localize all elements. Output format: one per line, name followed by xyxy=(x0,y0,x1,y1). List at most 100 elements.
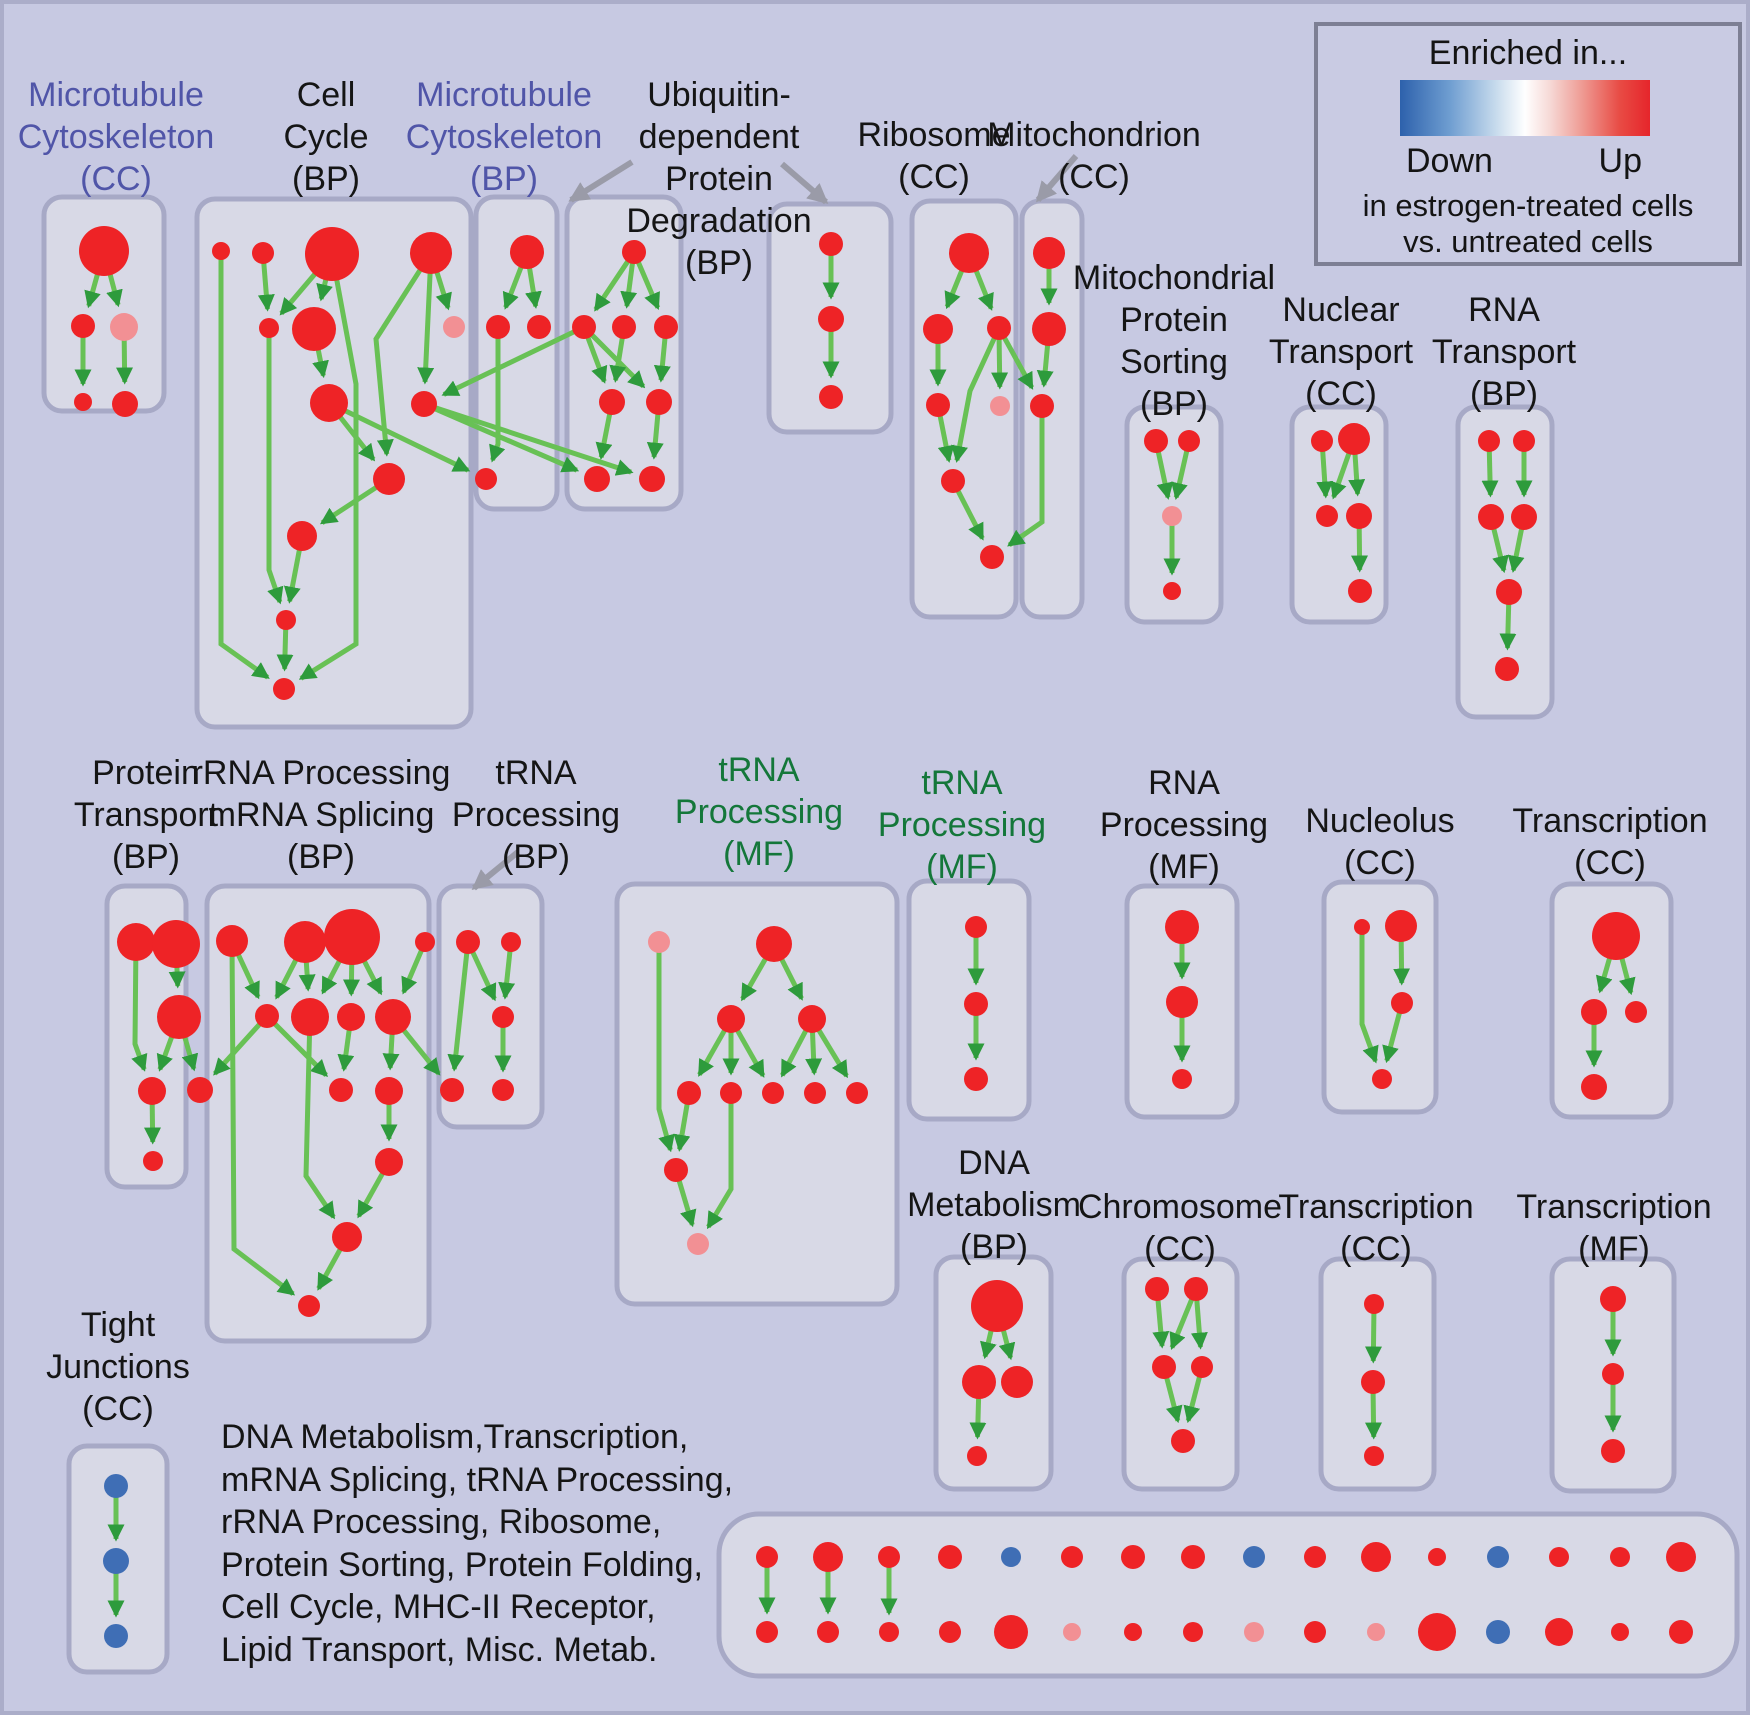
edge-rrna.r7-to-rrna.r9 xyxy=(337,1029,355,1072)
edge-cellcycle.n7-to-ubiq1.u7 xyxy=(434,406,580,473)
node-cellcycle-n3 xyxy=(410,232,452,274)
legend-title: Enriched in... xyxy=(1428,34,1628,72)
node-ubiq1-u1 xyxy=(622,240,646,264)
node-ubiq1-u5 xyxy=(599,389,625,415)
annotation-arrow-3 xyxy=(471,849,520,891)
edge-dnametab.d1-to-dnametab.d3 xyxy=(998,1329,1016,1361)
node-transmf-f3 xyxy=(1601,1439,1625,1463)
node-chromosome-c1 xyxy=(1145,1277,1169,1301)
edge-trnamf1.m10-to-trnamf1.m11 xyxy=(676,1179,697,1228)
node-dnametab-d4 xyxy=(967,1446,987,1466)
node-transmf-f1 xyxy=(1600,1286,1626,1312)
edge-prottrans.p3-to-prottrans.p5 xyxy=(181,1036,199,1072)
node-mito-mt3 xyxy=(1030,394,1054,418)
node-rnatrans-rt2 xyxy=(1513,430,1535,452)
edge-cellcycle.n1-to-cellcycle.n5 xyxy=(257,262,275,312)
node-prottrans-p6 xyxy=(143,1151,163,1171)
node-bw-b15 xyxy=(1669,1620,1693,1644)
node-mps-ms4 xyxy=(1163,582,1181,600)
edge-rrna.r5-to-rrna.r9 xyxy=(273,1022,329,1078)
node-nuctrans-nt4 xyxy=(1346,503,1372,529)
node-cellcycle-n1 xyxy=(252,242,274,264)
edge-trnamf1.m4-to-trnamf1.m9 xyxy=(816,1028,849,1079)
edge-cellcycle.n8-to-cellcycle.n9 xyxy=(338,415,376,462)
node-cellcycle-n4 xyxy=(443,316,465,338)
node-bw-t3 xyxy=(938,1545,962,1569)
node-ubiq1-u3 xyxy=(612,315,636,339)
node-prottrans-p1 xyxy=(117,923,155,961)
edge-transccmid.tc1-to-transccmid.tc2 xyxy=(1595,957,1613,994)
legend-subtitle-line2: vs. untreated cells xyxy=(1403,224,1653,259)
node-bw-b13 xyxy=(1545,1618,1573,1646)
edge-cellcycle.n2-to-cellcycle.n5 xyxy=(279,272,318,316)
edge-rnatrans.rt1-to-rnatrans.rt3 xyxy=(1481,450,1499,498)
node-cellcycle-n11 xyxy=(287,521,317,551)
node-trnamf2-s3 xyxy=(964,1067,988,1091)
node-mtcc-g2 xyxy=(71,314,95,338)
node-bw-b5 xyxy=(1063,1623,1081,1641)
node-bw-t1 xyxy=(813,1542,843,1572)
node-nuctrans-nt1 xyxy=(1311,430,1333,452)
cluster-box-ubiq1 xyxy=(564,194,684,512)
edge-rnatrans.rt5-to-rnatrans.rt6 xyxy=(1499,603,1517,651)
edge-mtbp.h1-to-mtbp.h3 xyxy=(525,267,542,309)
legend-subtitle-line1: in estrogen-treated cells xyxy=(1362,188,1694,223)
node-trnamf1-m10 xyxy=(664,1158,688,1182)
node-nuctrans-nt3 xyxy=(1316,505,1338,527)
cluster-box-mtcc xyxy=(41,194,167,414)
node-bw-t7 xyxy=(1181,1545,1205,1569)
node-rnaprocmf-q2 xyxy=(1166,986,1198,1018)
edge-cellcycle.n8-to-mtbp.h4 xyxy=(344,408,471,473)
node-rnaprocmf-q3 xyxy=(1172,1069,1192,1089)
node-nuctrans-nt5 xyxy=(1348,579,1372,603)
legend-gradient-bar xyxy=(1400,80,1650,136)
node-rrna-r13 xyxy=(298,1295,320,1317)
node-tightjunc-j3 xyxy=(104,1624,128,1648)
edge-chromosome.c1-to-chromosome.c3 xyxy=(1152,1299,1170,1349)
annotation-arrow-0 xyxy=(568,159,634,203)
edge-ubiq1.u4-to-ubiq1.u6 xyxy=(653,337,671,383)
node-ubiq1-u2 xyxy=(572,315,596,339)
edge-cellcycle.n0-to-cellcycle.nb xyxy=(218,259,270,680)
edge-ribosome.rb6-to-ribosome.rb7 xyxy=(955,489,985,541)
edge-rnatrans.rt4-to-rnatrans.rt5 xyxy=(1507,528,1525,573)
edge-rrna.r6-to-rrna.r12 xyxy=(303,1034,336,1220)
node-ribosome-rb6 xyxy=(941,469,965,493)
node-bw-b0 xyxy=(756,1621,778,1643)
node-rrna-r4 xyxy=(415,932,435,952)
node-ubiq1-u4 xyxy=(654,315,678,339)
edge-rrna.r8-to-rrna.r10 xyxy=(382,1033,400,1071)
node-rnatrans-rt5 xyxy=(1496,579,1522,605)
node-cellcycle-n2 xyxy=(305,227,359,281)
node-bw-t5 xyxy=(1061,1546,1083,1568)
node-mtbp-h1 xyxy=(510,235,544,269)
edge-cellcycle.n3-to-cellcycle.n7 xyxy=(417,272,435,385)
edge-nucleolus.nu2-to-nucleolus.nu3 xyxy=(1393,940,1411,986)
node-mtcc-g5 xyxy=(112,391,138,417)
edge-chromosome.c4-to-chromosome.c5 xyxy=(1183,1376,1202,1424)
node-rrna-r6 xyxy=(291,998,329,1036)
node-prottrans-p2 xyxy=(152,920,200,968)
edge-rrna.r5-to-prottrans.p5 xyxy=(212,1022,262,1076)
edge-ribosome.rb3-to-ribosome.rb5 xyxy=(991,338,1009,390)
node-rrna-r1 xyxy=(216,925,248,957)
edge-ubiq1.u2-to-ubiq1.u5 xyxy=(585,336,608,384)
node-mtbp-h3 xyxy=(527,315,551,339)
node-rrna-r12 xyxy=(332,1222,362,1252)
edge-trnamf1.m6-to-trnamf1.m11 xyxy=(706,1103,734,1230)
node-mito-mt2 xyxy=(1032,312,1066,346)
node-bw-b8 xyxy=(1244,1622,1264,1642)
node-trnamf1-m9 xyxy=(846,1082,868,1104)
edge-prottrans.p4-to-prottrans.p6 xyxy=(144,1103,162,1145)
edge-ubiq1.u2-to-cellcycle.n7 xyxy=(441,329,576,397)
node-bw-b2 xyxy=(879,1622,899,1642)
node-bw-t13 xyxy=(1549,1547,1569,1567)
edge-rrna.r1-to-rrna.r5 xyxy=(236,953,261,1000)
edge-trnabp.t2-to-trnabp.t3 xyxy=(498,950,516,1000)
edge-mtbp.h2-to-mtbp.h4 xyxy=(489,338,506,463)
node-mtcc-g4 xyxy=(74,393,92,411)
edge-rrna.r8-to-trnabp.t4 xyxy=(401,1028,441,1076)
edge-ubiq1.u1-to-ubiq1.u2 xyxy=(593,259,630,312)
node-mps-ms1 xyxy=(1144,429,1168,453)
